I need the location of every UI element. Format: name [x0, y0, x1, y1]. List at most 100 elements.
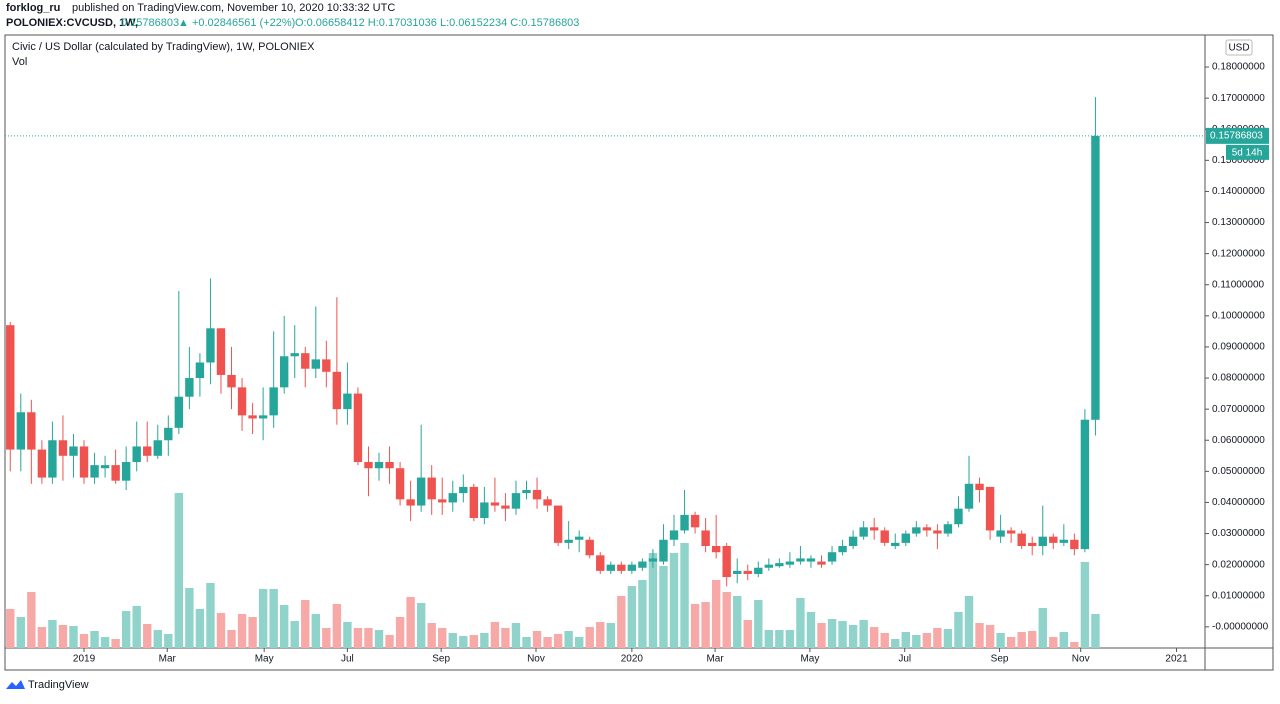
x-tick-label: 2020 [621, 654, 644, 665]
currency-box[interactable] [1225, 39, 1253, 56]
volume-bar [469, 635, 479, 648]
candle-body [617, 564, 626, 571]
volume-bar [617, 596, 626, 648]
candle-body [100, 465, 110, 469]
volume-bar [395, 617, 405, 648]
candle-body [964, 483, 974, 509]
candle-body [132, 446, 141, 463]
volume-bar [859, 620, 868, 648]
candle-body [754, 567, 763, 574]
candle-body [153, 440, 162, 456]
candle-body [438, 499, 447, 503]
candle-body [1091, 135, 1100, 420]
candle-body [532, 490, 542, 500]
chart-title: Civic / US Dollar (calculated by Trading… [12, 41, 315, 53]
volume-bar [459, 636, 468, 648]
volume-bar [985, 625, 995, 648]
volume-bar [722, 592, 731, 648]
candle-body [311, 359, 320, 369]
candle-body [248, 415, 257, 419]
volume-bar [606, 623, 615, 648]
candle-body [174, 396, 184, 428]
volume-bar [827, 619, 837, 648]
y-tick-label: 0.12000000 [1212, 248, 1265, 259]
candle-body [891, 542, 900, 546]
candle-body [943, 524, 953, 534]
candle-body [743, 570, 752, 574]
volume-bar [954, 612, 963, 648]
volume-bar [880, 633, 889, 648]
candle-body [733, 570, 742, 574]
candle-body [416, 477, 426, 506]
candle-body [606, 564, 615, 571]
candle-body [69, 446, 78, 456]
candle-body [775, 563, 784, 567]
y-tick-label: 0.15000000 [1212, 155, 1265, 166]
volume-bar [480, 633, 489, 648]
candle-body [227, 374, 236, 388]
candle-body [996, 530, 1005, 537]
volume-bar [227, 630, 236, 648]
volume-bar [922, 633, 932, 648]
volume-bar [838, 621, 847, 648]
y-tick-label: 0.05000000 [1212, 466, 1265, 477]
candle-body [522, 490, 531, 494]
candle-body [6, 325, 15, 450]
candle-body [859, 527, 868, 537]
candle-body [480, 502, 489, 518]
volume-bar [901, 632, 910, 648]
candle-body [1070, 539, 1079, 550]
volume-bar [143, 624, 152, 648]
volume-bar [48, 620, 57, 648]
volume-bar [69, 626, 78, 648]
candle-body [406, 499, 415, 506]
volume-bar [511, 623, 521, 648]
candle-body [185, 378, 194, 397]
candle-body [806, 558, 816, 562]
candle-body [596, 555, 605, 571]
candle-body [1006, 530, 1016, 534]
volume-bar [248, 617, 257, 648]
header-ohlc: O:0.06658412 H:0.17031036 L:0.06152234 C… [295, 17, 579, 29]
volume-bar [848, 625, 858, 648]
candle-body [501, 505, 510, 509]
volume-bar [764, 630, 774, 648]
candle-body [574, 536, 584, 540]
candle-body [901, 533, 910, 543]
candle-body [332, 371, 342, 410]
volume-bar [733, 596, 742, 648]
x-tick-label: 2019 [73, 654, 96, 665]
candle-body [427, 477, 436, 500]
candle-body [111, 465, 120, 481]
volume-bar [501, 628, 510, 648]
volume-bar [6, 609, 15, 648]
y-tick-label: 0.13000000 [1212, 217, 1265, 228]
volume-bar [322, 628, 331, 648]
candle-body [164, 427, 173, 441]
candle-body [237, 387, 247, 416]
volume-bar [269, 589, 278, 648]
volume-bar [785, 630, 795, 648]
x-tick-label: Mar [159, 654, 177, 665]
y-tick-label: 0.07000000 [1212, 404, 1265, 415]
currency: USD [1228, 43, 1249, 54]
volume-bar [216, 613, 226, 648]
volume-bar [532, 631, 542, 648]
volume-bar [743, 620, 752, 648]
candle-body [659, 539, 668, 562]
candle-body [48, 440, 57, 478]
volume-bar [869, 627, 879, 648]
countdown-box [1226, 144, 1269, 160]
volume-bar [406, 597, 415, 648]
candle-body [690, 514, 700, 528]
volume-bar [258, 589, 268, 648]
volume-bar [648, 553, 658, 648]
volume-bar [891, 639, 900, 648]
volume-bar [638, 580, 647, 648]
volume-bar [975, 623, 984, 648]
candle-body [395, 468, 405, 500]
volume-bar [553, 634, 563, 648]
candle-body [638, 561, 647, 568]
volume-bar [806, 612, 816, 648]
volume-bar [237, 614, 247, 648]
